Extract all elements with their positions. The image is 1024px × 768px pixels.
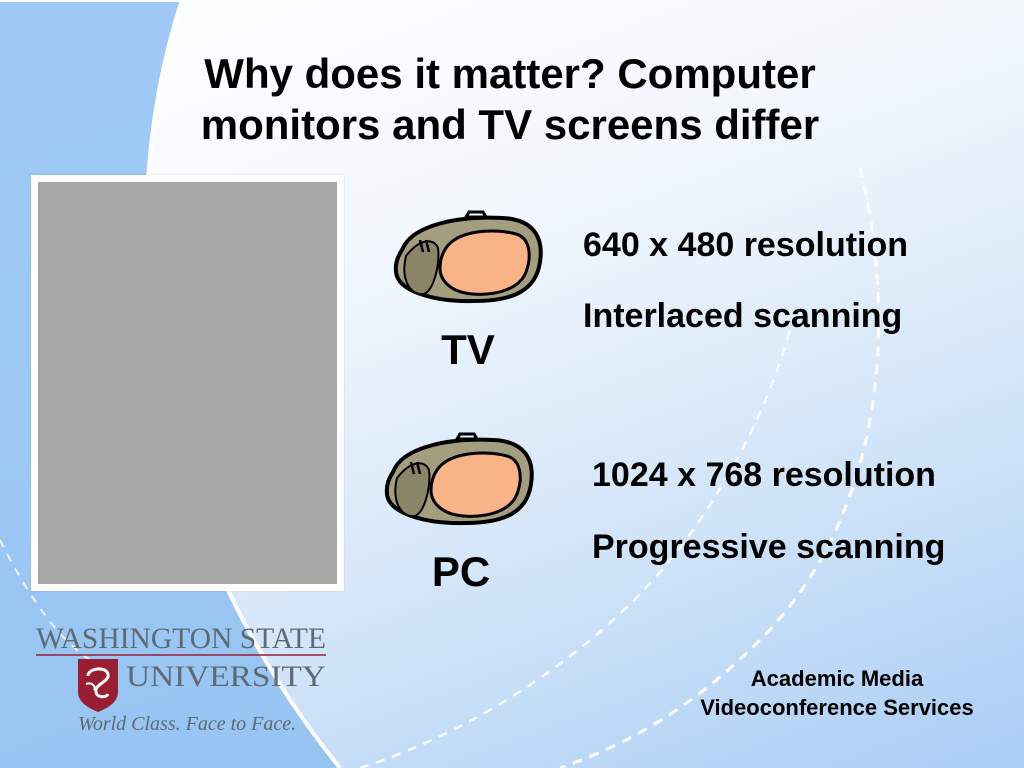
tv-scanning-spec: Interlaced scanning (583, 297, 903, 335)
footer-line-1: Academic Media (750, 666, 924, 691)
footer-credit: Academic Media Videoconference Services (640, 664, 1024, 722)
tv-icon (384, 432, 534, 526)
title-line-1: Why does it matter? Computer (204, 50, 816, 97)
footer-line-2: Videoconference Services (700, 695, 974, 720)
tv-icon (393, 210, 543, 304)
pc-resolution-spec: 1024 x 768 resolution (592, 456, 936, 494)
title-line-2: monitors and TV screens differ (200, 101, 820, 148)
logo-line-2: UNIVERSITY (126, 660, 326, 693)
photo-placeholder-frame (31, 175, 344, 591)
logo-line-1: WASHINGTON STATE (36, 622, 326, 655)
device-label-tv: TV (441, 326, 495, 373)
tv-resolution-spec: 640 x 480 resolution (583, 226, 909, 264)
logo-tagline: World Class. Face to Face. (78, 713, 296, 735)
photo-placeholder (38, 182, 337, 584)
wsu-cougar-seal-icon (78, 659, 118, 712)
slide-title: Why does it matter? Computer monitors an… (90, 48, 930, 150)
pc-scanning-spec: Progressive scanning (592, 528, 946, 566)
wsu-logo: WASHINGTON STATE UNIVERSITY World Class.… (36, 622, 326, 735)
device-label-pc: PC (431, 548, 491, 595)
